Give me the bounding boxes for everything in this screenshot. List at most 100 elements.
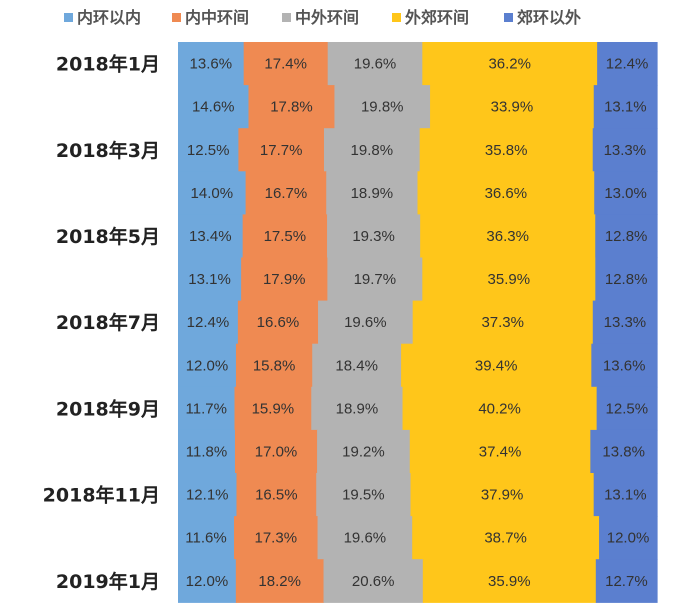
bar-segment-r8-s0	[178, 386, 236, 431]
value-label-r10-s1: 16.5%	[255, 487, 298, 504]
bar-segment-r2-s0	[178, 128, 240, 172]
value-label-r7-s1: 15.8%	[253, 357, 296, 374]
bar-segment-r0-s1	[243, 42, 329, 86]
value-label-r4-s1: 17.5%	[264, 228, 307, 245]
value-label-r5-s4: 12.8%	[605, 271, 648, 288]
category-label-8: 2018年9月	[56, 397, 160, 420]
bar-segment-r3-s1	[245, 171, 327, 215]
bar-segment-r1-s1	[248, 85, 336, 129]
bar-segment-r12-s3	[422, 559, 597, 603]
value-label-r8-s3: 40.2%	[478, 400, 521, 417]
bar-segment-r6-s1	[237, 300, 319, 345]
bar-segment-r1-s3	[430, 85, 595, 129]
value-label-r2-s3: 35.8%	[485, 142, 528, 159]
value-label-r2-s0: 12.5%	[187, 142, 230, 159]
bar-segment-r11-s0	[178, 516, 235, 560]
bar-segment-r5-s0	[178, 257, 242, 302]
bar-segment-r5-s1	[241, 257, 328, 302]
legend-label-1: 内中环间	[185, 8, 249, 27]
legend-swatch-2	[282, 13, 291, 22]
value-label-r9-s1: 17.0%	[255, 443, 298, 460]
bar-segment-r2-s4	[592, 128, 658, 172]
value-label-r10-s4: 13.1%	[604, 487, 647, 504]
bar-segment-r2-s2	[323, 128, 421, 172]
bar-segment-r1-s0	[178, 85, 250, 129]
bar-segment-r9-s3	[409, 429, 591, 474]
bar-segment-r6-s2	[318, 300, 414, 345]
value-label-r0-s1: 17.4%	[264, 56, 307, 73]
value-label-r3-s0: 14.0%	[191, 185, 234, 202]
value-label-r4-s4: 12.8%	[605, 228, 648, 245]
legend-label-0: 内环以内	[77, 8, 141, 27]
bar-segment-r12-s0	[178, 559, 237, 603]
legend-swatch-3	[392, 13, 401, 22]
value-label-r10-s2: 19.5%	[342, 487, 385, 504]
value-label-r5-s0: 13.1%	[188, 271, 231, 288]
bar-segment-r8-s3	[402, 386, 598, 431]
bar-segment-r1-s4	[593, 85, 658, 129]
bar-segment-r2-s1	[238, 128, 325, 172]
value-label-r12-s2: 20.6%	[352, 573, 395, 590]
value-label-r5-s3: 35.9%	[488, 271, 531, 288]
bar-segment-r9-s2	[317, 429, 411, 474]
bars	[178, 42, 658, 603]
value-label-r3-s2: 18.9%	[351, 185, 394, 202]
bar-segment-r10-s4	[593, 473, 658, 517]
bar-segment-r4-s4	[595, 214, 658, 259]
bar-segment-r4-s0	[178, 214, 244, 259]
bar-segment-r3-s4	[594, 171, 658, 215]
bar-segment-r3-s3	[417, 171, 595, 215]
bar-segment-r9-s4	[590, 429, 658, 474]
bar-segment-r10-s1	[236, 473, 317, 517]
category-label-0: 2018年1月	[56, 53, 160, 76]
value-label-r4-s3: 36.3%	[486, 228, 529, 245]
value-label-r11-s3: 38.7%	[484, 530, 527, 547]
value-label-r8-s4: 12.5%	[606, 400, 649, 417]
value-label-r1-s0: 14.6%	[192, 99, 235, 116]
bar-segment-r1-s2	[334, 85, 431, 129]
value-label-r6-s3: 37.3%	[481, 314, 524, 331]
value-label-r9-s3: 37.4%	[479, 443, 522, 460]
value-label-r0-s3: 36.2%	[488, 56, 531, 73]
value-label-r11-s2: 19.6%	[344, 530, 387, 547]
bar-segment-r6-s0	[178, 300, 239, 345]
bar-segment-r11-s4	[599, 516, 658, 560]
value-label-r7-s4: 13.6%	[603, 357, 646, 374]
value-label-r4-s2: 19.3%	[352, 228, 395, 245]
bar-segment-r8-s4	[596, 386, 658, 431]
value-label-r6-s2: 19.6%	[344, 314, 387, 331]
bar-segment-r0-s3	[422, 42, 598, 86]
bar-segment-r4-s1	[242, 214, 328, 259]
bar-segment-r9-s1	[234, 429, 318, 474]
bar-segment-r0-s4	[597, 42, 658, 86]
legend-swatch-1	[172, 13, 181, 22]
value-label-r8-s0: 11.7%	[186, 400, 227, 417]
category-label-12: 2019年1月	[56, 570, 160, 593]
value-label-r10-s0: 12.1%	[186, 487, 229, 504]
category-label-2: 2018年3月	[56, 139, 160, 162]
bar-segment-r0-s2	[327, 42, 423, 86]
value-label-r5-s2: 19.7%	[354, 271, 397, 288]
bar-segment-r5-s3	[422, 257, 596, 302]
bar-segment-r12-s1	[235, 559, 325, 603]
value-label-r2-s1: 17.7%	[260, 142, 303, 159]
value-label-r10-s3: 37.9%	[481, 487, 524, 504]
value-label-r11-s0: 11.6%	[185, 530, 226, 547]
bar-segment-r10-s2	[316, 473, 412, 517]
bar-segment-r2-s3	[419, 128, 594, 172]
bar-segment-r11-s1	[234, 516, 319, 560]
bar-segment-r0-s0	[178, 42, 245, 86]
bar-segment-r8-s2	[311, 386, 404, 431]
value-label-r11-s4: 12.0%	[607, 530, 650, 547]
bar-segment-r11-s2	[317, 516, 413, 560]
value-label-r4-s0: 13.4%	[189, 228, 232, 245]
legend: 内环以内 内中环间 中外环间 外郊环间 郊环以外	[64, 8, 581, 27]
category-label-10: 2018年11月	[43, 484, 160, 507]
value-label-r6-s1: 16.6%	[257, 314, 300, 331]
value-label-r6-s4: 13.3%	[604, 314, 647, 331]
legend-label-4: 郊环以外	[517, 8, 581, 27]
bar-segment-r10-s3	[410, 473, 595, 517]
value-label-r11-s1: 17.3%	[255, 530, 298, 547]
bar-segment-r10-s0	[178, 473, 238, 517]
value-labels: 13.6% 17.4% 19.6% 36.2% 12.4% 14.6% 17.8% 19.8%…	[185, 56, 649, 590]
